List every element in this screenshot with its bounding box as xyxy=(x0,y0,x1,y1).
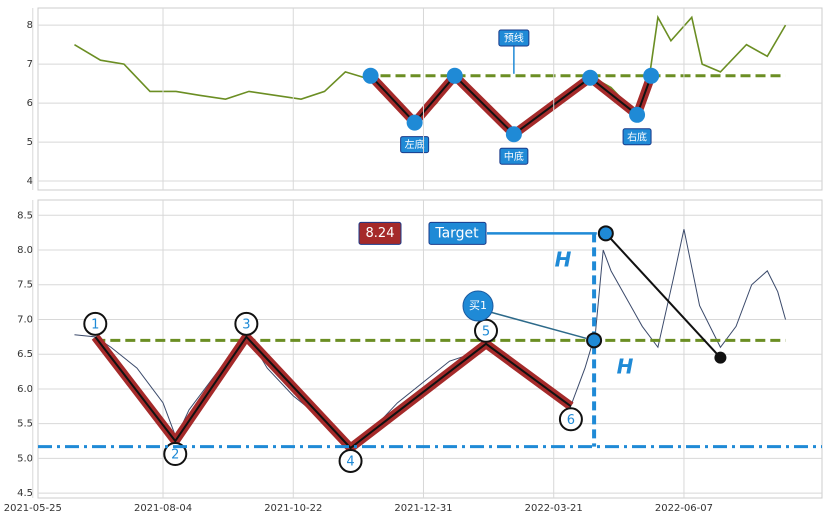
y-tick-label: 6.0 xyxy=(17,384,33,395)
pattern-point xyxy=(83,311,108,336)
buy-arrow xyxy=(489,311,587,340)
buy-point xyxy=(586,332,603,349)
pattern-point xyxy=(446,67,463,84)
y-tick-label: 6 xyxy=(27,98,33,109)
height-label: H xyxy=(555,248,572,272)
pattern-label: 右底 xyxy=(627,130,647,143)
pattern-label: 6 xyxy=(567,413,575,428)
label-box xyxy=(622,128,652,146)
pattern-point xyxy=(643,67,660,84)
pattern-label: 4 xyxy=(346,454,354,469)
y-tick-label: 5.0 xyxy=(17,453,33,464)
buy-label: 买1 xyxy=(469,299,487,312)
label-box xyxy=(400,136,430,154)
y-tick-label: 7.5 xyxy=(17,280,33,291)
x-tick-label: 2022-06-07 xyxy=(655,503,713,514)
pattern-point xyxy=(234,311,259,336)
target-label: Target xyxy=(434,225,479,241)
y-tick-label: 8.5 xyxy=(17,210,33,221)
pattern-point xyxy=(163,442,188,467)
buy-bubble xyxy=(462,290,494,322)
pattern-point xyxy=(474,318,498,343)
pattern-point xyxy=(338,448,363,473)
y-tick-label: 5.5 xyxy=(17,419,33,430)
y-tick-label: 8 xyxy=(27,20,33,31)
pattern-label: 3 xyxy=(242,317,250,332)
target-value-label: 8.24 xyxy=(366,226,395,241)
forecast-label: 预线 xyxy=(504,32,524,45)
exit-line xyxy=(605,232,722,359)
target-box xyxy=(428,221,487,245)
pattern-line xyxy=(94,335,572,450)
y-tick-label: 8.0 xyxy=(17,245,33,256)
x-tick-label: 2021-05-25 xyxy=(4,503,62,514)
pattern-label: 2 xyxy=(171,448,179,463)
label-box xyxy=(499,147,529,165)
y-tick-label: 5 xyxy=(27,137,33,148)
pattern-point xyxy=(505,126,522,143)
y-tick-label: 7 xyxy=(27,59,33,70)
x-tick-label: 2022-03-21 xyxy=(525,503,583,514)
y-tick-label: 6.5 xyxy=(17,349,33,360)
y-tick-label: 7.0 xyxy=(17,314,33,325)
pattern-point xyxy=(629,106,646,123)
y-tick-label: 4.5 xyxy=(17,488,33,499)
pattern-point xyxy=(362,67,379,84)
exit-point xyxy=(714,351,727,364)
y-tick-label: 4 xyxy=(27,176,33,187)
label-box xyxy=(498,29,530,47)
target-point xyxy=(597,225,614,242)
pattern-label: 1 xyxy=(91,317,99,332)
pattern-label: 中底 xyxy=(504,150,524,163)
pattern-point xyxy=(558,407,583,432)
x-tick-label: 2021-12-31 xyxy=(394,503,452,514)
x-tick-label: 2021-08-04 xyxy=(134,503,192,514)
value-box xyxy=(358,221,402,245)
pattern-label: 左底 xyxy=(405,138,425,151)
pattern-label: 5 xyxy=(482,324,490,339)
pattern-point xyxy=(582,69,599,86)
x-tick-label: 2021-10-22 xyxy=(264,503,322,514)
pattern-point xyxy=(406,114,423,131)
height-label: H xyxy=(617,355,634,379)
